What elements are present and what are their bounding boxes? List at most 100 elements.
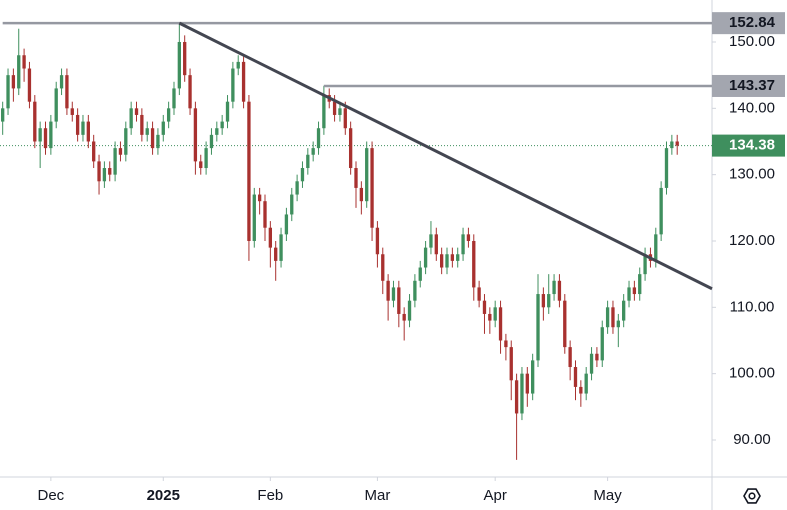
candle-body (445, 254, 449, 268)
candle-body (541, 294, 546, 308)
candle-body (659, 187, 663, 235)
candle-body (348, 128, 353, 169)
candle-body (161, 121, 165, 135)
candle-body (600, 327, 604, 361)
candle-body (675, 141, 679, 146)
candle-body (86, 121, 90, 142)
candle-body (664, 148, 669, 188)
candle-body (113, 148, 117, 175)
candle-body (520, 373, 524, 414)
candle-body (204, 148, 208, 169)
candle-body (188, 75, 192, 109)
x-tick-label: Feb (257, 487, 283, 504)
candle-body (268, 227, 273, 248)
candle-body (300, 168, 305, 182)
candle-body (183, 41, 187, 76)
level-label: 143.37 (729, 77, 775, 94)
candle-body (670, 141, 674, 149)
candle-body (616, 320, 620, 328)
candle-body (397, 287, 401, 314)
candle-body (461, 234, 465, 255)
candle-body (257, 194, 262, 202)
candle-body (439, 254, 444, 268)
candle-body (456, 254, 460, 261)
candle-body (504, 340, 508, 348)
settings-dot[interactable] (748, 492, 756, 500)
candle-body (450, 254, 455, 261)
x-tick-label: Apr (484, 487, 507, 504)
candle-body (563, 300, 567, 348)
candle-body (220, 121, 224, 129)
candle-body (316, 128, 321, 149)
x-tick-label: Dec (38, 487, 65, 504)
candle-body (605, 307, 610, 328)
trendline (178, 21, 713, 291)
candle-body (488, 313, 492, 321)
candle-body (209, 134, 214, 149)
candle-body (54, 88, 58, 122)
candle-body (386, 280, 390, 301)
candle-body (557, 280, 562, 301)
candle-body (284, 214, 289, 235)
candle-body (274, 247, 278, 261)
candle-body (381, 254, 385, 281)
candle-body (22, 55, 26, 69)
candle-body (241, 61, 246, 102)
candle-body (418, 267, 422, 281)
candle-body (225, 101, 230, 122)
candle-body (199, 161, 203, 169)
candle-body (343, 108, 347, 129)
candle-body (295, 181, 299, 195)
candle-body (627, 287, 631, 301)
candle-body (472, 240, 476, 288)
candle-body (134, 108, 139, 115)
candle-body (177, 41, 181, 89)
level-label-box (712, 12, 785, 35)
candle-body (423, 247, 428, 268)
candle-body (75, 114, 80, 135)
candle-body (97, 161, 101, 182)
candle-body (547, 294, 551, 308)
candle-body (359, 187, 364, 202)
last-price-box (712, 134, 785, 157)
candle-body (477, 287, 481, 301)
candle-body (140, 114, 144, 135)
candle-body (413, 280, 417, 301)
candle-body (231, 68, 235, 102)
candle-body (579, 386, 583, 394)
candle-body (70, 108, 74, 115)
candle-body (145, 128, 149, 135)
last-price-label: 134.38 (729, 137, 775, 154)
candle-body (391, 287, 396, 301)
settings-icon[interactable] (743, 488, 761, 504)
candle-body (49, 121, 53, 149)
candle-body (156, 134, 160, 149)
y-tick-label: 150.00 (729, 33, 775, 50)
candle-body (370, 148, 374, 228)
candle-body (193, 108, 198, 162)
candle-body (263, 201, 267, 228)
candle-body (338, 108, 342, 115)
candle-body (33, 101, 37, 142)
candle-body (65, 75, 69, 109)
settings-hexagon[interactable] (743, 488, 761, 504)
candle-body (354, 168, 358, 188)
candle-body (92, 141, 96, 162)
candle-body (622, 300, 626, 321)
candle-body (552, 280, 556, 295)
candle-body (43, 128, 48, 149)
candle-body (172, 88, 176, 109)
candle-body (247, 101, 251, 241)
candle-body (6, 75, 10, 109)
y-tick-label: 130.00 (729, 166, 775, 183)
candle-body (38, 128, 42, 142)
candle-body (1, 108, 5, 122)
candle-body (531, 360, 535, 394)
candle-body (638, 274, 642, 295)
candle-body (322, 95, 326, 129)
candle-body (124, 128, 128, 155)
candle-body (102, 168, 107, 182)
y-tick-label: 90.00 (733, 431, 771, 448)
candle-body (568, 347, 572, 368)
candle-body (493, 307, 497, 321)
